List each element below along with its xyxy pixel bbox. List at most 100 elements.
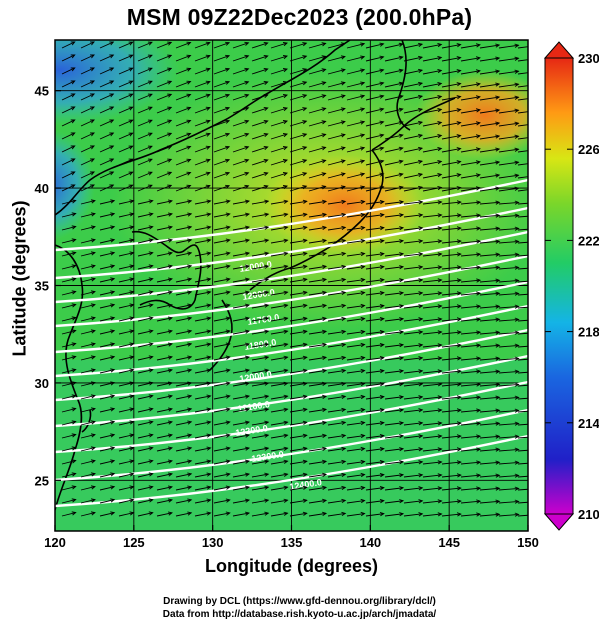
wind-arrow [460, 266, 481, 270]
wind-arrow-head [90, 303, 96, 308]
wind-arrow-head [148, 446, 154, 451]
wind-arrow [80, 369, 96, 374]
wind-arrow-head [437, 278, 443, 283]
wind-arrow-head [341, 290, 347, 296]
wind-arrow [61, 184, 75, 192]
wind-arrow-head [495, 82, 501, 87]
wind-arrow-head [110, 394, 116, 399]
wind-arrow-head [514, 291, 520, 296]
wind-arrow [479, 357, 500, 361]
wind-arrow-head [534, 344, 538, 347]
wind-arrow-head [341, 381, 347, 387]
wind-arrow-head [109, 184, 115, 189]
wind-arrow [270, 68, 288, 75]
wind-arrow-head [399, 486, 405, 491]
contour-label: 11800.0 [244, 337, 277, 352]
wind-arrow [365, 253, 384, 257]
wind-arrow [270, 278, 288, 283]
wind-arrow-head [90, 290, 96, 295]
wind-arrow-head [167, 316, 173, 321]
wind-arrow-head [282, 146, 289, 151]
wind-arrow-head [399, 304, 405, 309]
wind-arrow-head [456, 252, 462, 257]
wind-arrow-head [302, 446, 308, 451]
wind-arrow [61, 304, 76, 309]
wind-arrow-head [341, 329, 347, 335]
wind-arrow [289, 172, 307, 179]
wind-arrow [251, 278, 269, 283]
wind-arrow [99, 408, 115, 413]
wind-arrow-head [302, 290, 308, 295]
wind-arrow-head [360, 368, 366, 374]
wind-arrow [327, 108, 345, 114]
wind-arrow-head [379, 212, 385, 218]
wind-arrow [232, 304, 250, 309]
wind-arrow [213, 473, 230, 478]
wind-arrow-head [534, 227, 538, 230]
wind-arrow-head [110, 381, 116, 386]
wind-arrow-head [321, 81, 327, 86]
wind-arrow-head [302, 42, 308, 47]
wind-arrow [137, 226, 153, 231]
wind-arrow [346, 396, 365, 400]
wind-arrow-head [418, 213, 424, 218]
wind-arrow [289, 68, 307, 75]
wind-arrow-head [90, 41, 95, 46]
wind-arrow [232, 343, 250, 348]
wind-arrow [213, 81, 230, 88]
wind-arrow-head [437, 382, 443, 387]
wind-arrow [384, 227, 404, 231]
wind-arrow-head [264, 355, 270, 360]
wind-arrow-head [476, 434, 482, 439]
wind-arrow-head [264, 498, 270, 503]
wind-arrow-head [245, 472, 251, 477]
wind-arrow [156, 145, 172, 153]
wind-arrow [479, 409, 500, 413]
wind-arrow-head [148, 290, 154, 295]
wind-arrow-head [360, 225, 366, 231]
wind-arrow [270, 239, 288, 244]
wind-arrow-head [283, 277, 289, 282]
wind-arrow-head [148, 511, 154, 516]
wind-arrow-head [302, 407, 308, 412]
wind-arrow-head [302, 485, 308, 490]
wind-arrow [365, 160, 384, 166]
wind-arrow [213, 486, 230, 491]
wind-arrow-head [456, 213, 462, 218]
wind-arrow-head [456, 408, 462, 413]
wind-arrow-head [321, 107, 327, 112]
wind-arrow [327, 134, 345, 140]
wind-arrow [270, 226, 288, 231]
wind-arrow [270, 304, 288, 309]
wind-arrow-head [245, 264, 251, 269]
wind-arrow-head [437, 94, 443, 100]
wind-arrow [308, 499, 327, 504]
wind-arrow [289, 94, 307, 101]
wind-arrow [270, 486, 288, 491]
wind-arrow-head [534, 266, 538, 269]
wind-arrow [156, 239, 173, 244]
wind-arrow-head [456, 278, 462, 283]
wind-arrow-head [399, 512, 405, 517]
wind-arrow [213, 343, 230, 348]
wind-arrow-head [244, 54, 250, 59]
wind-arrow-head [205, 158, 211, 163]
wind-arrow [156, 200, 173, 205]
wind-arrow-head [495, 304, 501, 309]
wind-arrow-head [302, 251, 308, 256]
wind-arrow-head [514, 382, 520, 387]
wind-arrow [365, 461, 384, 465]
wind-arrow-head [456, 499, 462, 504]
wind-arrow-head [302, 120, 308, 125]
wind-arrow-head [148, 355, 154, 360]
wind-arrow-head [302, 459, 308, 464]
wind-arrow-head [147, 132, 153, 137]
wind-arrow [498, 201, 519, 205]
wind-arrow-head [147, 184, 153, 189]
wind-arrow-head [399, 330, 405, 335]
wind-arrow-head [264, 212, 270, 217]
wind-arrow-head [379, 172, 385, 177]
wind-arrow [403, 121, 423, 127]
wind-arrow-head [418, 226, 424, 231]
